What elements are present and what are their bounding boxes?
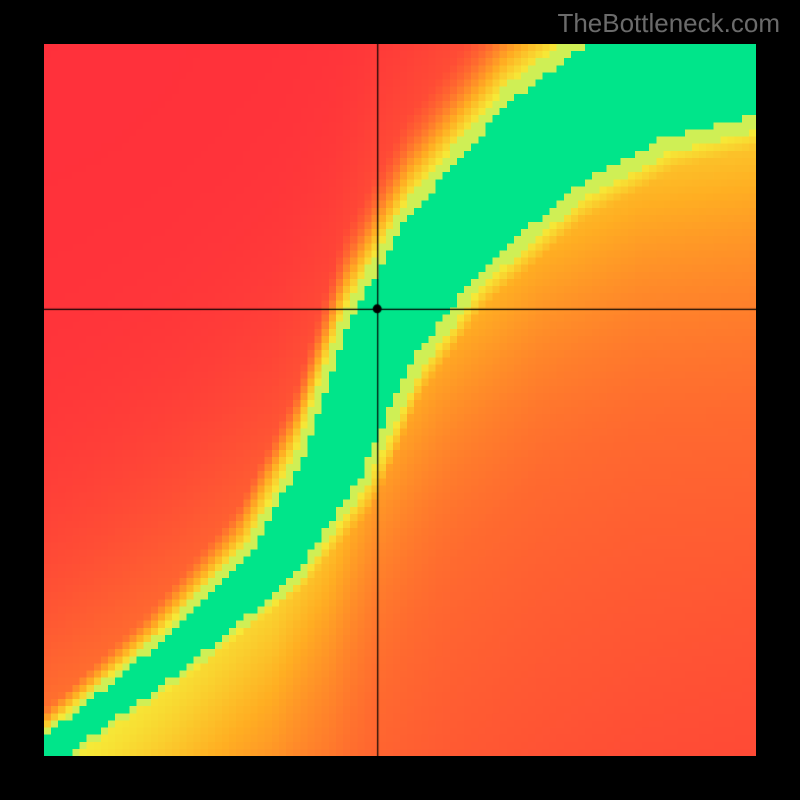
- chart-container: TheBottleneck.com: [0, 0, 800, 800]
- crosshair-overlay: [44, 44, 756, 756]
- watermark-text: TheBottleneck.com: [557, 8, 780, 39]
